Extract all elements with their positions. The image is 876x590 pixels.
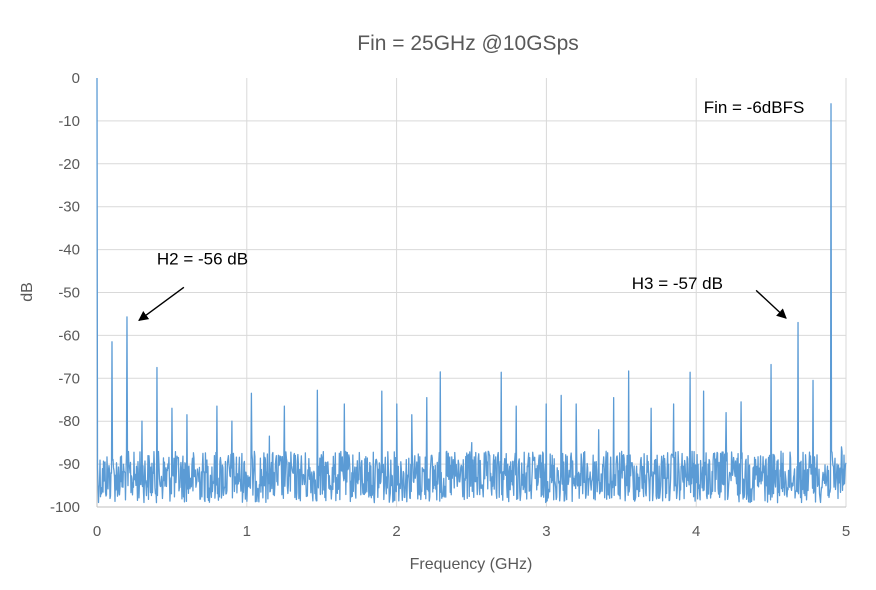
y-tick-label: -50 xyxy=(58,285,80,302)
spectrum-line xyxy=(96,77,847,504)
y-tick-label: 0 xyxy=(72,70,80,87)
y-tick-label: -60 xyxy=(58,327,80,344)
x-tick-label: 3 xyxy=(542,523,550,540)
y-tick-label: -70 xyxy=(58,370,80,387)
x-axis-label: Frequency (GHz) xyxy=(410,556,533,573)
y-tick-label: -30 xyxy=(58,199,80,216)
y-tick-label: -80 xyxy=(58,413,80,430)
x-tick-label: 5 xyxy=(842,523,850,540)
chart-title: Fin = 25GHz @10GSps xyxy=(357,32,579,55)
x-tick-label: 4 xyxy=(692,523,700,540)
annotation-arrow xyxy=(755,289,787,319)
y-tick-label: -90 xyxy=(58,456,80,473)
y-tick-label: -20 xyxy=(58,156,80,173)
x-tick-label: 0 xyxy=(93,523,101,540)
y-tick-label: -10 xyxy=(58,113,80,130)
annotation-label: H2 = -56 dB xyxy=(157,250,248,269)
annotation-label: H3 = -57 dB xyxy=(632,274,723,293)
annotation-label: Fin = -6dBFS xyxy=(704,98,805,117)
annotation-arrow xyxy=(138,286,185,321)
grid-lines xyxy=(97,78,847,507)
x-tick-label: 2 xyxy=(392,523,400,540)
x-tick-labels: 0 1 2 3 4 5 xyxy=(93,523,850,540)
y-axis-label: dB xyxy=(19,282,36,302)
y-tick-label: -40 xyxy=(58,242,80,259)
annotations: Fin = -6dBFS H2 = -56 dB H3 = -57 dB xyxy=(138,98,805,321)
spectrum-series xyxy=(96,77,847,504)
y-tick-label: -100 xyxy=(50,499,80,516)
x-tick-label: 1 xyxy=(243,523,251,540)
y-tick-labels: 0 -10 -20 -30 -40 -50 -60 -70 -80 -90 -100 xyxy=(50,70,80,516)
